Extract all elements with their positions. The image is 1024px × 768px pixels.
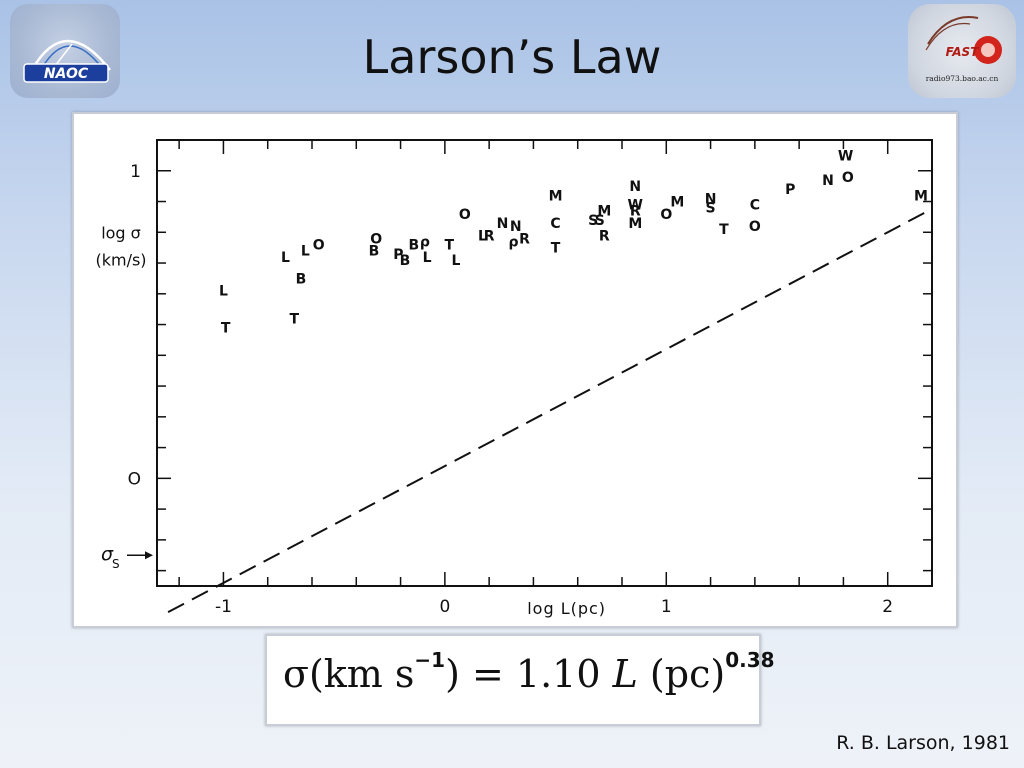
data-point: M	[549, 188, 563, 204]
sigma-s-arrow-head	[145, 551, 153, 560]
y-tick-label: 1	[130, 162, 141, 182]
data-point: C	[750, 198, 760, 214]
data-point: P	[785, 182, 795, 198]
data-point: T	[551, 241, 561, 257]
x-tick-label: -1	[215, 597, 232, 617]
data-point: N	[510, 219, 522, 235]
data-point: T	[719, 222, 729, 238]
x-tick-label: 0	[439, 597, 450, 617]
formula-lhs-close: )	[445, 652, 460, 696]
data-point: M	[597, 204, 611, 220]
data-point: L	[423, 250, 432, 266]
data-point: ρ	[420, 235, 430, 251]
sigma-s-label: σ	[101, 543, 114, 565]
naoc-logo: NAOC	[10, 4, 120, 98]
formula-unit: (pc)	[637, 652, 726, 696]
data-point: R	[599, 228, 610, 244]
data-point: N	[497, 216, 509, 232]
data-point: L	[281, 250, 290, 266]
data-point: N	[705, 191, 717, 207]
data-point: O	[660, 207, 672, 223]
y-axis-label: log σ	[101, 223, 141, 242]
data-point: T	[290, 311, 300, 327]
data-point: R	[484, 228, 495, 244]
naoc-logo-text: NAOC	[44, 66, 89, 82]
data-point: N	[822, 173, 834, 189]
data-point: O	[749, 219, 761, 235]
x-tick-label: 1	[661, 597, 672, 617]
chart-panel: -1 0 1 2 O 1 log L(pc) log σ (km/s) σ S L L L O B T T O B P B…	[72, 112, 958, 628]
fit-line	[167, 208, 933, 614]
formula-box: σ(km s−1) = 1.10 L (pc)0.38	[265, 634, 775, 726]
formula-text: σ(km s−1) = 1.10 L (pc)0.38	[283, 648, 775, 696]
formula-variable: L	[612, 652, 638, 696]
slide-title: Larson’s Law	[362, 30, 662, 84]
data-point: M	[670, 195, 684, 211]
data-point: L	[301, 244, 310, 260]
data-point: B	[400, 253, 411, 269]
fast-logo-url: radio973.bao.ac.cn	[925, 74, 999, 83]
data-point: M	[628, 216, 642, 232]
citation: R. B. Larson, 1981	[836, 732, 1010, 754]
data-point: T	[221, 321, 231, 337]
plot-frame	[156, 139, 933, 587]
fast-logo: FAST radio973.bao.ac.cn	[908, 4, 1016, 98]
data-point: O	[459, 207, 471, 223]
data-point: C	[550, 216, 560, 232]
data-point: L	[451, 253, 460, 269]
data-point: W	[838, 148, 853, 164]
data-point: S	[706, 201, 716, 217]
x-axis-label: log L(pc)	[527, 599, 606, 618]
data-point: S	[588, 213, 598, 229]
data-point: S	[595, 213, 605, 229]
formula-exponent: 0.38	[725, 648, 775, 672]
data-point: R	[519, 231, 530, 247]
sigma-s-subscript: S	[112, 557, 120, 571]
data-point: ρ	[508, 235, 518, 251]
data-point: B	[409, 238, 420, 254]
data-point: W	[628, 198, 643, 214]
data-point: T	[445, 238, 455, 254]
data-point: B	[369, 244, 380, 260]
data-point: O	[842, 170, 854, 186]
data-point: N	[629, 179, 641, 195]
data-point: L	[219, 284, 228, 300]
data-point: L	[478, 228, 487, 244]
y-axis-label: (km/s)	[95, 250, 146, 269]
formula-lhs: σ(km s	[283, 652, 415, 696]
fast-logo-text: FAST	[946, 45, 980, 59]
naoc-logo-graphic: NAOC	[23, 39, 111, 83]
y-tick-label: O	[128, 469, 141, 489]
data-point: P	[393, 247, 403, 263]
data-point: B	[296, 271, 307, 287]
data-point: R	[630, 204, 641, 220]
formula-eq: = 1.10	[459, 652, 613, 696]
x-tick-label: 2	[882, 597, 893, 617]
data-point: M	[914, 188, 928, 204]
formula-lhs-exponent: −1	[414, 648, 446, 672]
fast-logo-graphic: FAST	[925, 16, 1002, 64]
data-point: O	[370, 231, 382, 247]
data-point: O	[313, 238, 325, 254]
